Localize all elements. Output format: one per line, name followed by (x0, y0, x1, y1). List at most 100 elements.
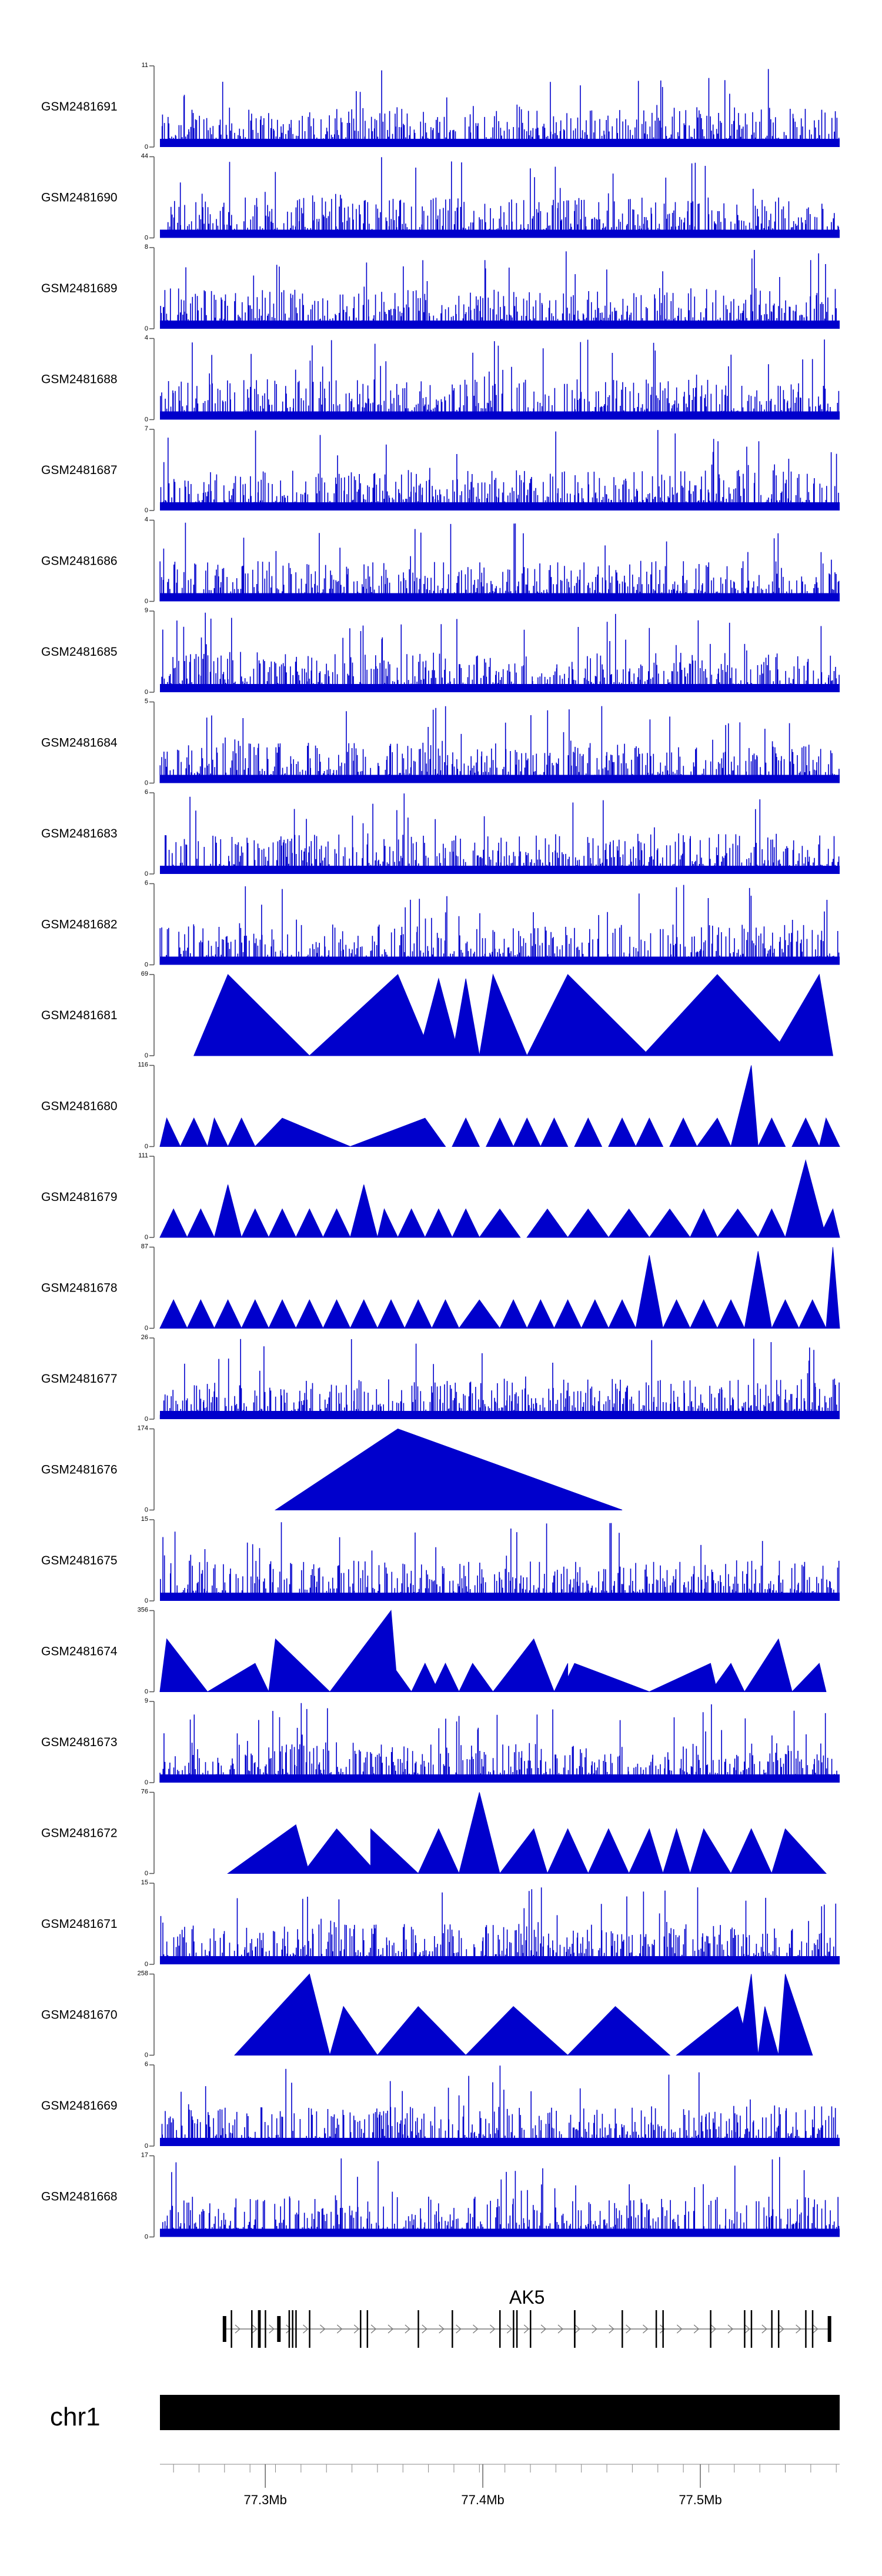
coverage-peak (730, 1065, 759, 1147)
strand-arrow-icon (592, 2324, 597, 2334)
track-label: GSM2481676 (41, 1463, 118, 1477)
coverage-bars (159, 706, 840, 783)
strand-arrow-icon (286, 2324, 292, 2334)
track-ymin-label: 0 (145, 1779, 148, 1786)
gene-exon (750, 2310, 753, 2348)
coverage-peak (295, 1299, 324, 1329)
track-ymax-label: 69 (141, 970, 148, 977)
coverage-peak (513, 1117, 542, 1147)
strand-arrow-icon (320, 2324, 326, 2334)
strand-arrow-icon (660, 2324, 666, 2334)
track-label: GSM2481673 (41, 1736, 118, 1749)
gene-exon (827, 2316, 831, 2342)
track-ymin-label: 0 (145, 1597, 148, 1604)
track-ymin-label: 0 (145, 870, 148, 877)
gene-exon (771, 2310, 773, 2348)
coverage-bars (160, 157, 839, 238)
coverage-peak (186, 1208, 215, 1238)
coverage-peak (350, 1184, 378, 1238)
coverage-peak (383, 1663, 412, 1692)
strand-arrow-icon (727, 2324, 734, 2334)
gene-exon (417, 2310, 419, 2348)
coverage-peak (465, 2006, 569, 2056)
coverage-peak (207, 1117, 229, 1147)
coverage-peak (417, 1828, 460, 1874)
track-ymin-label: 0 (145, 1052, 148, 1059)
track-label: GSM2481670 (41, 2008, 118, 2022)
coverage-bars (160, 339, 840, 420)
strand-arrow-icon (370, 2324, 377, 2334)
coverage-peak (322, 1299, 351, 1329)
coverage-peak (710, 1663, 745, 1692)
track-label: GSM2481681 (41, 1009, 118, 1022)
coverage-peak (309, 974, 433, 1056)
coverage-peak (567, 2006, 671, 2056)
track-ymin-label: 0 (145, 1234, 148, 1241)
coverage-bars (159, 1703, 840, 1783)
track-ymax-label: 5 (145, 698, 148, 705)
coverage-peak (689, 1299, 718, 1329)
track-ymin-label: 0 (145, 780, 148, 787)
gene-exon (251, 2310, 253, 2348)
coverage-peak (350, 1117, 446, 1147)
coverage-peak (254, 1117, 350, 1147)
gene-exon (530, 2310, 532, 2348)
axis-tick-label: 77.4Mb (461, 2492, 504, 2507)
coverage-peak (213, 1299, 242, 1329)
coverage-peak (295, 1208, 324, 1238)
coverage-baseline (160, 2138, 840, 2146)
gene-exon (777, 2310, 780, 2348)
strand-arrow-icon (303, 2324, 309, 2334)
coverage-peak (159, 1117, 181, 1147)
track-label: GSM2481688 (41, 373, 118, 386)
coverage-baseline (160, 139, 840, 147)
track-label: GSM2481686 (41, 555, 118, 568)
coverage-bars (159, 522, 840, 602)
coverage-peak (499, 1299, 528, 1329)
track-ymax-label: 26 (141, 1334, 148, 1341)
coverage-peak (540, 1117, 569, 1147)
coverage-peak (268, 1638, 331, 1692)
coverage-peak (818, 1117, 840, 1147)
coverage-peak (213, 1184, 242, 1238)
coverage-bars (160, 2066, 840, 2146)
track-label: GSM2481679 (41, 1190, 118, 1204)
coverage-peak (771, 1828, 827, 1874)
coverage-bars (159, 1339, 840, 1419)
track-ymax-label: 258 (138, 1970, 148, 1977)
track-ymax-label: 9 (145, 607, 148, 614)
coverage-peak (730, 1828, 773, 1874)
coverage-peak (179, 1117, 208, 1147)
coverage-baseline (160, 593, 840, 602)
coverage-peak (452, 1208, 480, 1238)
gene-exon (811, 2310, 814, 2348)
strand-arrow-icon (269, 2324, 275, 2334)
track-label: GSM2481690 (41, 191, 118, 205)
coverage-bars (160, 1522, 840, 1601)
track-ymin-label: 0 (145, 235, 148, 242)
track-ymin-label: 0 (145, 1689, 148, 1696)
track-ymax-label: 7 (145, 425, 148, 432)
strand-arrow-icon (405, 2324, 410, 2334)
axis-tick-label: 77.3Mb (243, 2492, 286, 2507)
coverage-peak (425, 1208, 453, 1238)
track-ymin-label: 0 (145, 1961, 148, 1968)
track-ymax-label: 76 (141, 1788, 148, 1796)
track-ymax-label: 111 (138, 1152, 148, 1159)
coverage-bars (160, 1887, 839, 1964)
track-ymin-label: 0 (145, 2143, 148, 2150)
coverage-baseline (160, 411, 840, 420)
gene-exon (452, 2310, 453, 2348)
gene-exon (744, 2310, 746, 2348)
track-label: GSM2481678 (41, 1282, 118, 1295)
coverage-baseline (160, 684, 840, 692)
coverage-bars (160, 430, 839, 510)
coverage-peak (458, 1299, 500, 1329)
track-ymax-label: 4 (145, 516, 148, 523)
coverage-peak (479, 1208, 521, 1238)
coverage-peak (486, 1117, 514, 1147)
track-ymin-label: 0 (145, 416, 148, 423)
coverage-peak (757, 1117, 786, 1147)
track-label: GSM2481668 (41, 2190, 118, 2204)
coverage-peak (784, 1159, 827, 1238)
